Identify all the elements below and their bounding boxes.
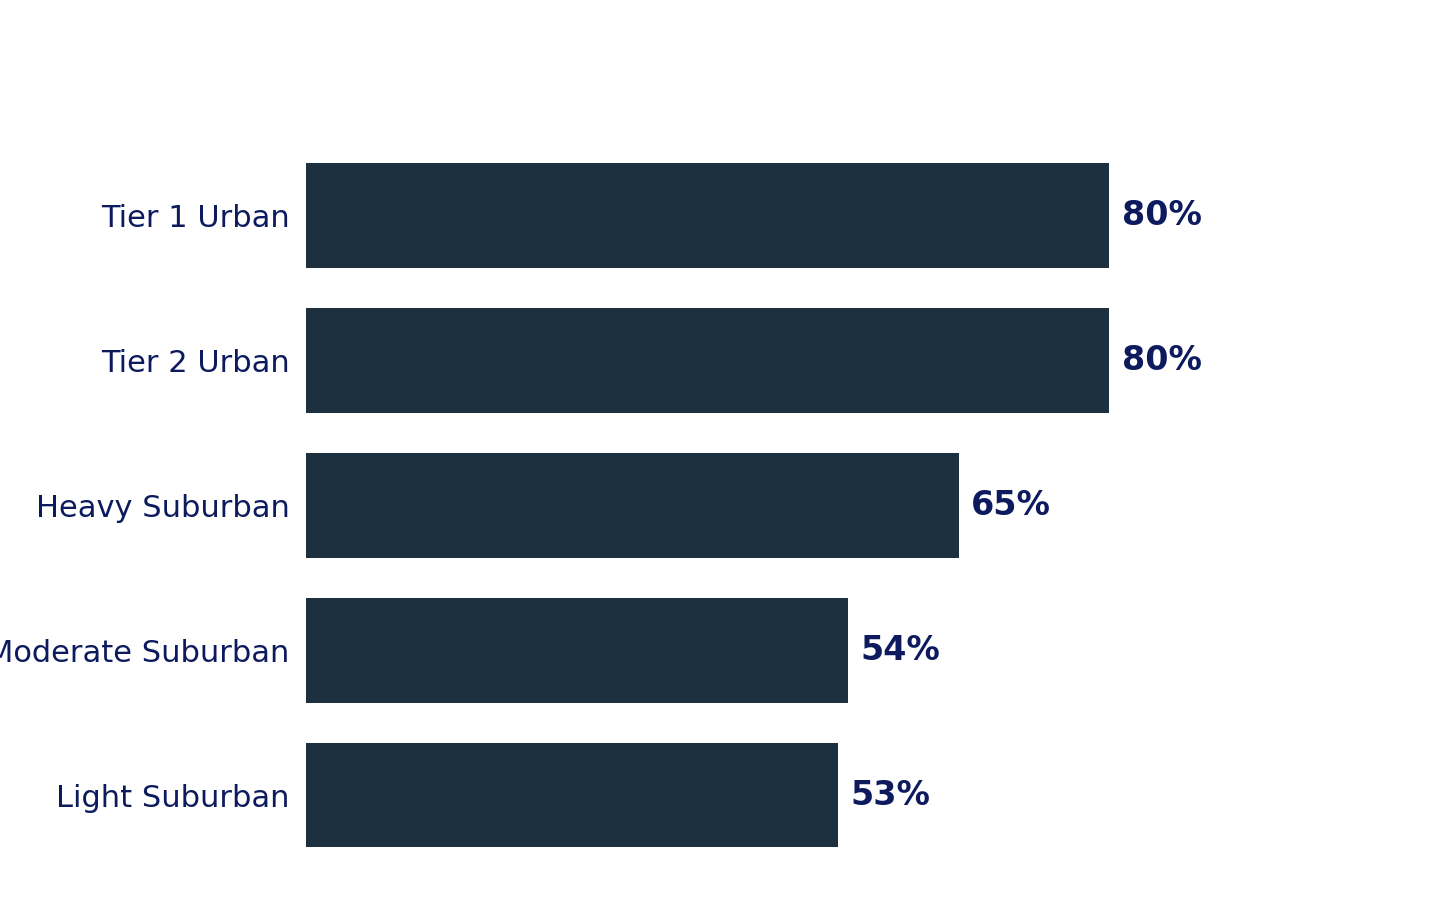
Text: 53%: 53% <box>850 778 930 811</box>
Bar <box>306 598 849 702</box>
Text: 54%: 54% <box>860 634 941 667</box>
Text: 80%: 80% <box>1121 199 1201 233</box>
Bar <box>306 743 839 847</box>
Text: 80%: 80% <box>1121 344 1201 377</box>
Bar <box>306 164 1109 267</box>
Bar <box>306 309 1109 413</box>
Bar <box>306 453 958 558</box>
Text: 65%: 65% <box>971 489 1051 522</box>
Text: Walkability Score (/100) by Categorization: Walkability Score (/100) by Categorizati… <box>253 55 1246 96</box>
